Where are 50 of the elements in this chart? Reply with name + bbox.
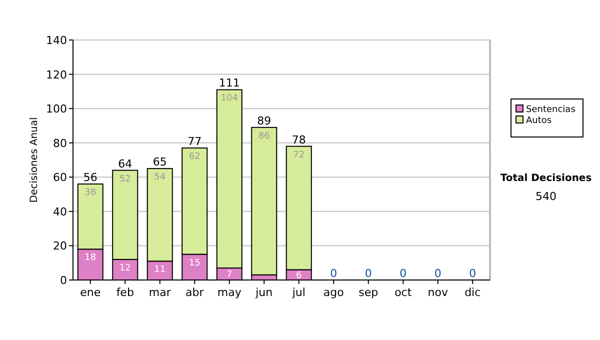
data-label: 62 (188, 152, 200, 162)
y-tick-label: 80 (53, 136, 67, 150)
x-tick-label: jun (254, 286, 273, 299)
y-tick-label: 40 (53, 205, 67, 218)
data-label: 11 (154, 265, 166, 276)
x-tick-label: dic (464, 286, 481, 299)
data-label: 54 (154, 172, 166, 183)
data-label: 38 (84, 188, 96, 198)
total-label: 77 (188, 135, 202, 148)
x-tick-label: feb (116, 286, 134, 299)
x-tick-label: ago (323, 286, 344, 299)
data-label: 86 (258, 131, 270, 142)
data-label: 12 (119, 263, 131, 274)
total-label: 0 (330, 267, 338, 280)
x-tick-label: mar (148, 286, 172, 299)
total-label: 78 (292, 133, 306, 146)
total-label: 89 (257, 114, 272, 128)
y-tick-label: 0 (60, 274, 67, 287)
x-tick-label: abr (186, 286, 204, 299)
total-label: 0 (364, 267, 372, 280)
total-label: 64 (118, 157, 132, 170)
legend-label: Sentencias (526, 105, 576, 115)
data-label: 52 (119, 174, 131, 184)
x-tick-label: sep (358, 286, 378, 299)
x-tick-label: nov (428, 286, 448, 299)
text: 540 (536, 190, 556, 203)
y-tick-label: 100 (46, 102, 67, 116)
y-tick-label: 60 (53, 171, 67, 184)
x-tick-label: oct (394, 286, 412, 299)
y-tick-label: 20 (53, 240, 67, 253)
total-label: 0 (400, 267, 407, 280)
total-label: 56 (83, 171, 98, 184)
x-tick-label: ene (80, 286, 101, 299)
total-label: 0 (469, 267, 476, 280)
data-label: 7 (226, 270, 232, 280)
legend-label: Autos (526, 116, 552, 126)
data-label: 18 (84, 253, 96, 264)
data-label: 72 (293, 150, 305, 160)
data-label: 6 (296, 270, 302, 281)
text: Total Decisiones (500, 173, 592, 184)
x-tick-label: jul (291, 286, 306, 299)
total-label: 65 (152, 156, 167, 169)
data-label: 104 (220, 94, 238, 104)
y-tick-label: 140 (46, 34, 67, 47)
total-label: 111 (218, 76, 240, 90)
data-label: 15 (188, 258, 200, 268)
y-axis-title: Decisiones Anual (29, 117, 40, 203)
y-tick-label: 120 (46, 68, 67, 82)
total-label: 0 (434, 267, 442, 280)
x-tick-label: may (217, 286, 242, 299)
